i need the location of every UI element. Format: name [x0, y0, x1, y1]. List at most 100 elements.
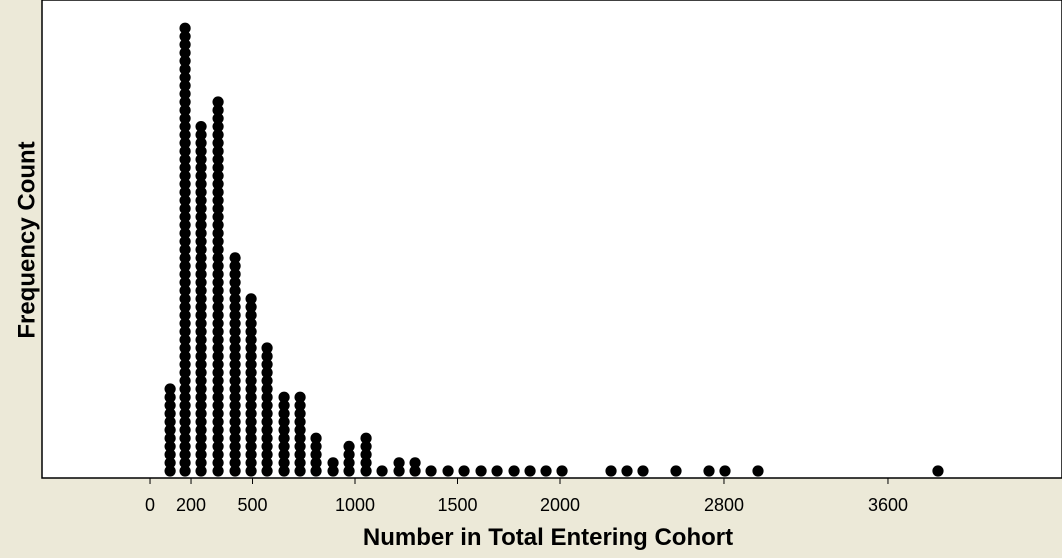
dot: [212, 211, 224, 223]
dot: [212, 170, 224, 182]
dot: [343, 457, 355, 469]
dot: [179, 367, 191, 379]
dot: [195, 465, 207, 477]
dot: [229, 268, 241, 280]
dot: [179, 457, 191, 469]
dot: [195, 194, 207, 206]
dot: [195, 416, 207, 428]
dot: [179, 383, 191, 395]
dot: [229, 252, 241, 264]
dot: [229, 367, 241, 379]
dot: [310, 449, 322, 461]
dot: [245, 465, 257, 477]
dot: [261, 391, 273, 403]
dot: [179, 80, 191, 92]
dot: [179, 145, 191, 157]
dot: [179, 293, 191, 305]
x-tick-label: 1000: [335, 495, 375, 515]
dot: [229, 358, 241, 370]
dot: [164, 465, 176, 477]
dot: [229, 342, 241, 354]
dot: [179, 375, 191, 387]
dot: [261, 367, 273, 379]
dot: [179, 465, 191, 477]
dot: [278, 399, 290, 411]
dot: [164, 432, 176, 444]
dot: [195, 268, 207, 280]
dot: [360, 465, 372, 477]
dot: [179, 96, 191, 108]
dot: [179, 129, 191, 141]
dot: [245, 309, 257, 321]
dot: [393, 465, 405, 477]
dot: [229, 432, 241, 444]
dot: [179, 244, 191, 256]
dot: [179, 399, 191, 411]
dot: [229, 334, 241, 346]
dot: [327, 465, 339, 477]
dot: [212, 252, 224, 264]
dot: [164, 424, 176, 436]
dot: [343, 449, 355, 461]
dot: [294, 416, 306, 428]
dot: [195, 186, 207, 198]
dot: [212, 121, 224, 133]
x-tick-label: 500: [237, 495, 267, 515]
dot: [179, 449, 191, 461]
dot: [294, 399, 306, 411]
dot: [179, 63, 191, 75]
dot: [195, 203, 207, 215]
dot: [245, 449, 257, 461]
dot: [458, 465, 470, 477]
dot: [261, 350, 273, 362]
dot: [540, 465, 552, 477]
dot: [245, 375, 257, 387]
dot: [343, 440, 355, 452]
dot: [310, 465, 322, 477]
dot: [212, 145, 224, 157]
x-tick-label: 2800: [704, 495, 744, 515]
dot: [261, 449, 273, 461]
dot: [212, 227, 224, 239]
dot: [212, 96, 224, 108]
plot-area: [41, 0, 1062, 479]
dot: [164, 457, 176, 469]
dot: [425, 465, 437, 477]
dot: [195, 309, 207, 321]
dot: [229, 391, 241, 403]
dot: [179, 252, 191, 264]
dot: [179, 334, 191, 346]
dot: [245, 399, 257, 411]
dot: [294, 457, 306, 469]
dot: [179, 219, 191, 231]
dot: [195, 153, 207, 165]
dot: [261, 358, 273, 370]
dot: [261, 465, 273, 477]
dot: [212, 391, 224, 403]
dot: [212, 457, 224, 469]
dot: [212, 375, 224, 387]
dot: [179, 326, 191, 338]
dot: [212, 137, 224, 149]
dot: [229, 309, 241, 321]
dot: [179, 137, 191, 149]
dot: [179, 203, 191, 215]
dot: [245, 416, 257, 428]
dot: [212, 178, 224, 190]
dot: [179, 301, 191, 313]
dot: [195, 227, 207, 239]
dot: [195, 219, 207, 231]
dot: [294, 391, 306, 403]
dot: [164, 408, 176, 420]
dot: [212, 334, 224, 346]
dot: [229, 408, 241, 420]
dot: [179, 268, 191, 280]
dot: [212, 367, 224, 379]
dot: [212, 112, 224, 124]
dot: [179, 350, 191, 362]
dot: [195, 440, 207, 452]
dot: [261, 432, 273, 444]
dot: [278, 440, 290, 452]
